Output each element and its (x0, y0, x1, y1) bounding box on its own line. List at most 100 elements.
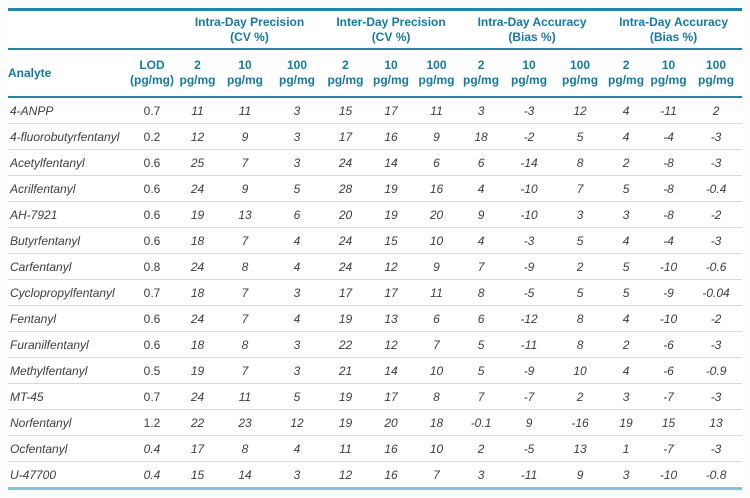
lod-cell: 1.2 (128, 409, 176, 436)
value-cell: 3 (271, 279, 324, 306)
value-cell: 7 (459, 383, 504, 410)
analyte-cell: Norfentanyl (8, 409, 128, 436)
value-cell: 6 (271, 201, 324, 228)
value-cell: 15 (190, 467, 205, 482)
value-cell: -11 (520, 467, 538, 482)
value-cell: 16 (368, 123, 415, 150)
value-cell: -5 (503, 279, 556, 306)
value-cell: 19 (176, 201, 219, 228)
lod-cell: 0.7 (128, 279, 176, 306)
value-cell: 2 (555, 383, 606, 410)
concentration-value: 10 (384, 58, 398, 72)
concentration-column-header: 10 pg/mg (647, 49, 691, 98)
value-cell: 8 (555, 149, 606, 176)
value-cell: 17 (368, 97, 415, 124)
concentration-column-header: 100 pg/mg (555, 49, 606, 98)
analyte-cell: Ocfentanyl (8, 435, 128, 462)
value-cell: 17 (323, 123, 369, 150)
value-cell: 4 (271, 227, 324, 254)
value-cell: 4 (605, 227, 648, 254)
value-cell: 25 (176, 149, 219, 176)
value-cell: 4 (459, 175, 504, 202)
value-cell: 3 (622, 467, 630, 482)
table-row: AH-7921 0.6 19 13 6 20 19 20 9 -10 3 3 -8 -2 (8, 201, 743, 228)
concentration-column-header: 10 pg/mg (219, 49, 271, 98)
value-cell: -3 (690, 331, 743, 358)
concentration-unit: pg/mg (373, 73, 410, 87)
value-cell: 5 (555, 279, 606, 306)
concentration-value: 100 (286, 58, 308, 72)
concentration-unit: pg/mg (698, 73, 735, 87)
value-cell: -0.1 (459, 409, 504, 436)
concentration-value: 2 (342, 58, 349, 72)
concentration-value: 100 (706, 58, 727, 72)
value-cell: 13 (368, 305, 415, 332)
value-cell: 9 (219, 123, 271, 150)
value-cell: 20 (414, 201, 460, 228)
value-cell: 18 (176, 227, 219, 254)
value-cell: -6 (647, 357, 691, 384)
value-cell: -0.04 (690, 279, 743, 306)
value-cell: 1 (605, 435, 648, 462)
analyte-cell: Butyrfentanyl (8, 227, 128, 254)
concentration-column-header: 100 pg/mg (271, 49, 324, 98)
group-title: Intra-Day Accuracy (477, 14, 587, 29)
value-cell: 12 (555, 97, 606, 124)
lod-header-line1: LOD (139, 58, 165, 72)
analyte-cell: Fentanyl (8, 305, 128, 332)
value-cell: 5 (459, 331, 504, 358)
value-cell: 3 (271, 149, 324, 176)
group-header-row: Intra-Day Precision (CV %) Inter-Day Preci… (8, 9, 743, 50)
lod-cell: 0.7 (128, 383, 176, 410)
value-cell: -3 (690, 383, 743, 410)
value-cell: 8 (555, 331, 606, 358)
value-cell: -2 (503, 123, 556, 150)
value-cell: 12 (338, 467, 353, 482)
value-cell: 3 (271, 97, 324, 124)
value-cell: 15 (647, 409, 691, 436)
concentration-value: 100 (426, 58, 447, 72)
value-cell: -9 (503, 357, 556, 384)
table-row: Methylfentanyl 0.5 19 7 3 21 14 10 5 -9 10 4 -6 -0.9 (8, 357, 743, 384)
value-cell: -8 (647, 201, 691, 228)
table-row: Norfentanyl 1.2 22 23 12 19 20 18 -0.1 9 -16 19 15 13 (8, 409, 743, 436)
table-row: Butyrfentanyl 0.6 18 7 4 24 15 10 4 -3 5 4 -4 -3 (8, 227, 743, 254)
table-body: 4-ANPP 0.7 11 11 3 15 17 11 3 -3 12 4 -11 2 4-fluorobu… (8, 97, 743, 489)
value-cell: 7 (219, 279, 271, 306)
value-cell: -0.4 (690, 175, 743, 202)
value-cell: 9 (414, 123, 460, 150)
value-cell: 11 (414, 97, 460, 124)
lod-cell: 0.2 (128, 123, 176, 150)
value-cell: 17 (368, 279, 415, 306)
analyte-cell: U-47700 (10, 467, 57, 482)
concentration-unit: pg/mg (463, 73, 500, 87)
value-cell: 11 (219, 383, 271, 410)
concentration-value: 2 (194, 58, 201, 72)
value-cell: 6 (414, 149, 460, 176)
concentration-column-header: 100 pg/mg (690, 49, 743, 98)
value-cell: 4 (271, 435, 324, 462)
value-cell: 3 (605, 201, 648, 228)
value-cell: 2 (459, 435, 504, 462)
value-cell: 16 (384, 467, 398, 482)
value-cell: 8 (219, 253, 271, 280)
value-cell: 5 (605, 279, 648, 306)
value-cell: -8 (647, 175, 691, 202)
analyte-cell: Furanilfentanyl (8, 331, 128, 358)
value-cell: 4 (459, 227, 504, 254)
value-cell: 19 (176, 357, 219, 384)
value-cell: 22 (323, 331, 369, 358)
value-cell: 14 (238, 467, 252, 482)
lod-cell: 0.6 (128, 149, 176, 176)
group-header: Intra-Day Accuracy (Bias %) (605, 9, 743, 50)
value-cell: -0.9 (690, 357, 743, 384)
value-cell: -0.6 (690, 253, 743, 280)
concentration-unit: pg/mg (327, 73, 364, 87)
value-cell: 6 (459, 149, 504, 176)
value-cell: 2 (690, 97, 743, 124)
concentration-unit: pg/mg (179, 73, 216, 87)
value-cell: 16 (414, 175, 460, 202)
group-subtitle: (CV %) (371, 29, 411, 44)
value-cell: -3 (690, 123, 743, 150)
value-cell: 5 (271, 175, 324, 202)
